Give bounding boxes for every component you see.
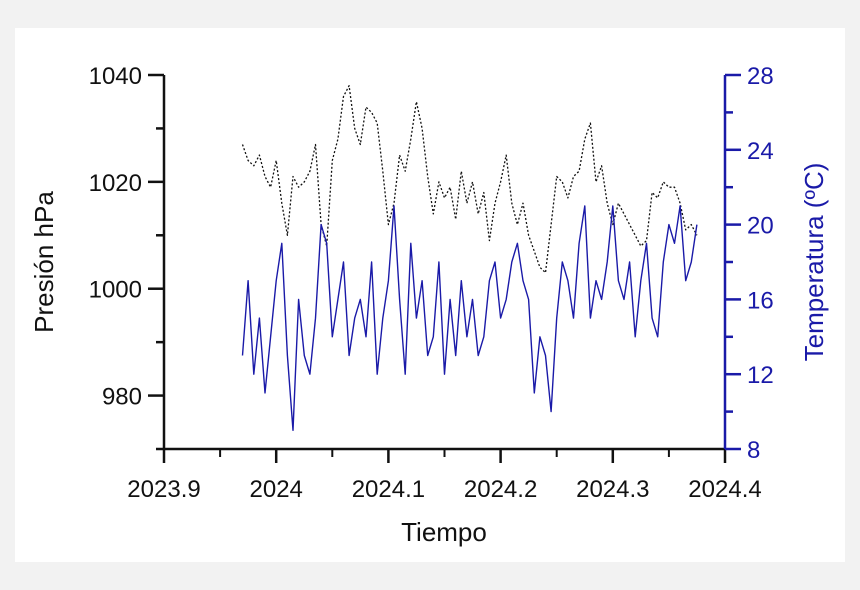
left-axis-title: Presión hPa [29,191,59,333]
x-axis-title: Tiempo [401,517,487,547]
temperature-series-line [241,205,698,431]
left-tick-label: 1040 [89,63,142,90]
dual-axis-line-chart: 2023.9 2024 2024.1 2024.2 2024.3 2024.4 98010… [29,63,829,547]
pressure-series-line [241,85,698,274]
x-tick-label: 2024.3 [576,476,649,503]
right-axis-ticks: 8 12 16 20 24 28 [725,63,774,464]
x-tick-label: 2024.2 [464,476,537,503]
chart-figure: 2023.9 2024 2024.1 2024.2 2024.3 2024.4 980 10… [15,28,845,562]
right-tick-label: 24 [747,138,774,165]
x-tick-label: 2024 [250,476,303,503]
x-tick-label: 2023.9 [127,476,200,503]
left-tick-label: 1020 [89,170,142,197]
x-tick-label: 2024.1 [352,476,425,503]
right-tick-label: 16 [747,287,774,314]
right-axis-title: Temperatura (ºC) [799,163,829,362]
series-layer [241,85,698,431]
left-tick-label: 1000 [89,277,142,304]
left-tick-label: 980 [102,384,142,411]
left-axis-ticks: 980 1000 1020 1040 [89,63,164,451]
right-tick-label: 20 [747,213,774,240]
right-tick-label: 12 [747,362,774,389]
x-tick-label: 2024.4 [688,476,761,503]
right-tick-label: 8 [747,437,760,464]
right-tick-label: 28 [747,63,774,90]
x-axis-ticks: 2023.9 2024 2024.1 2024.2 2024.3 2024.4 [127,449,762,503]
